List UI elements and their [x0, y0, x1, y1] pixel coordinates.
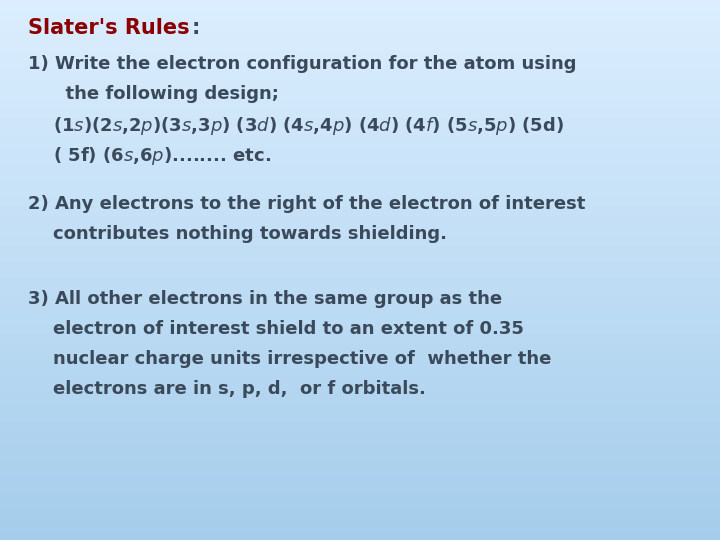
Text: 2) Any electrons to the right of the electron of interest: 2) Any electrons to the right of the ele… — [28, 195, 585, 213]
Text: 1) Write the electron configuration for the atom using: 1) Write the electron configuration for … — [28, 55, 577, 73]
Text: (1$s$)(2$s$,2$p$)(3$s$,3$p$) (3$d$) (4$s$,4$p$) (4$d$) (4$f$) (5$s$,5$p$) (5d): (1$s$)(2$s$,2$p$)(3$s$,3$p$) (3$d$) (4$s… — [28, 115, 564, 137]
Text: electrons are in s, p, d,  or f orbitals.: electrons are in s, p, d, or f orbitals. — [28, 380, 426, 398]
Text: the following design;: the following design; — [28, 85, 279, 103]
Text: nuclear charge units irrespective of  whether the: nuclear charge units irrespective of whe… — [28, 350, 552, 368]
Text: contributes nothing towards shielding.: contributes nothing towards shielding. — [28, 225, 447, 243]
Text: ( 5f) (6$s$,6$p$)........ etc.: ( 5f) (6$s$,6$p$)........ etc. — [28, 145, 271, 167]
Text: electron of interest shield to an extent of 0.35: electron of interest shield to an extent… — [28, 320, 524, 338]
Text: 3) All other electrons in the same group as the: 3) All other electrons in the same group… — [28, 290, 502, 308]
Text: :: : — [192, 18, 200, 38]
Text: Slater's Rules: Slater's Rules — [28, 18, 189, 38]
